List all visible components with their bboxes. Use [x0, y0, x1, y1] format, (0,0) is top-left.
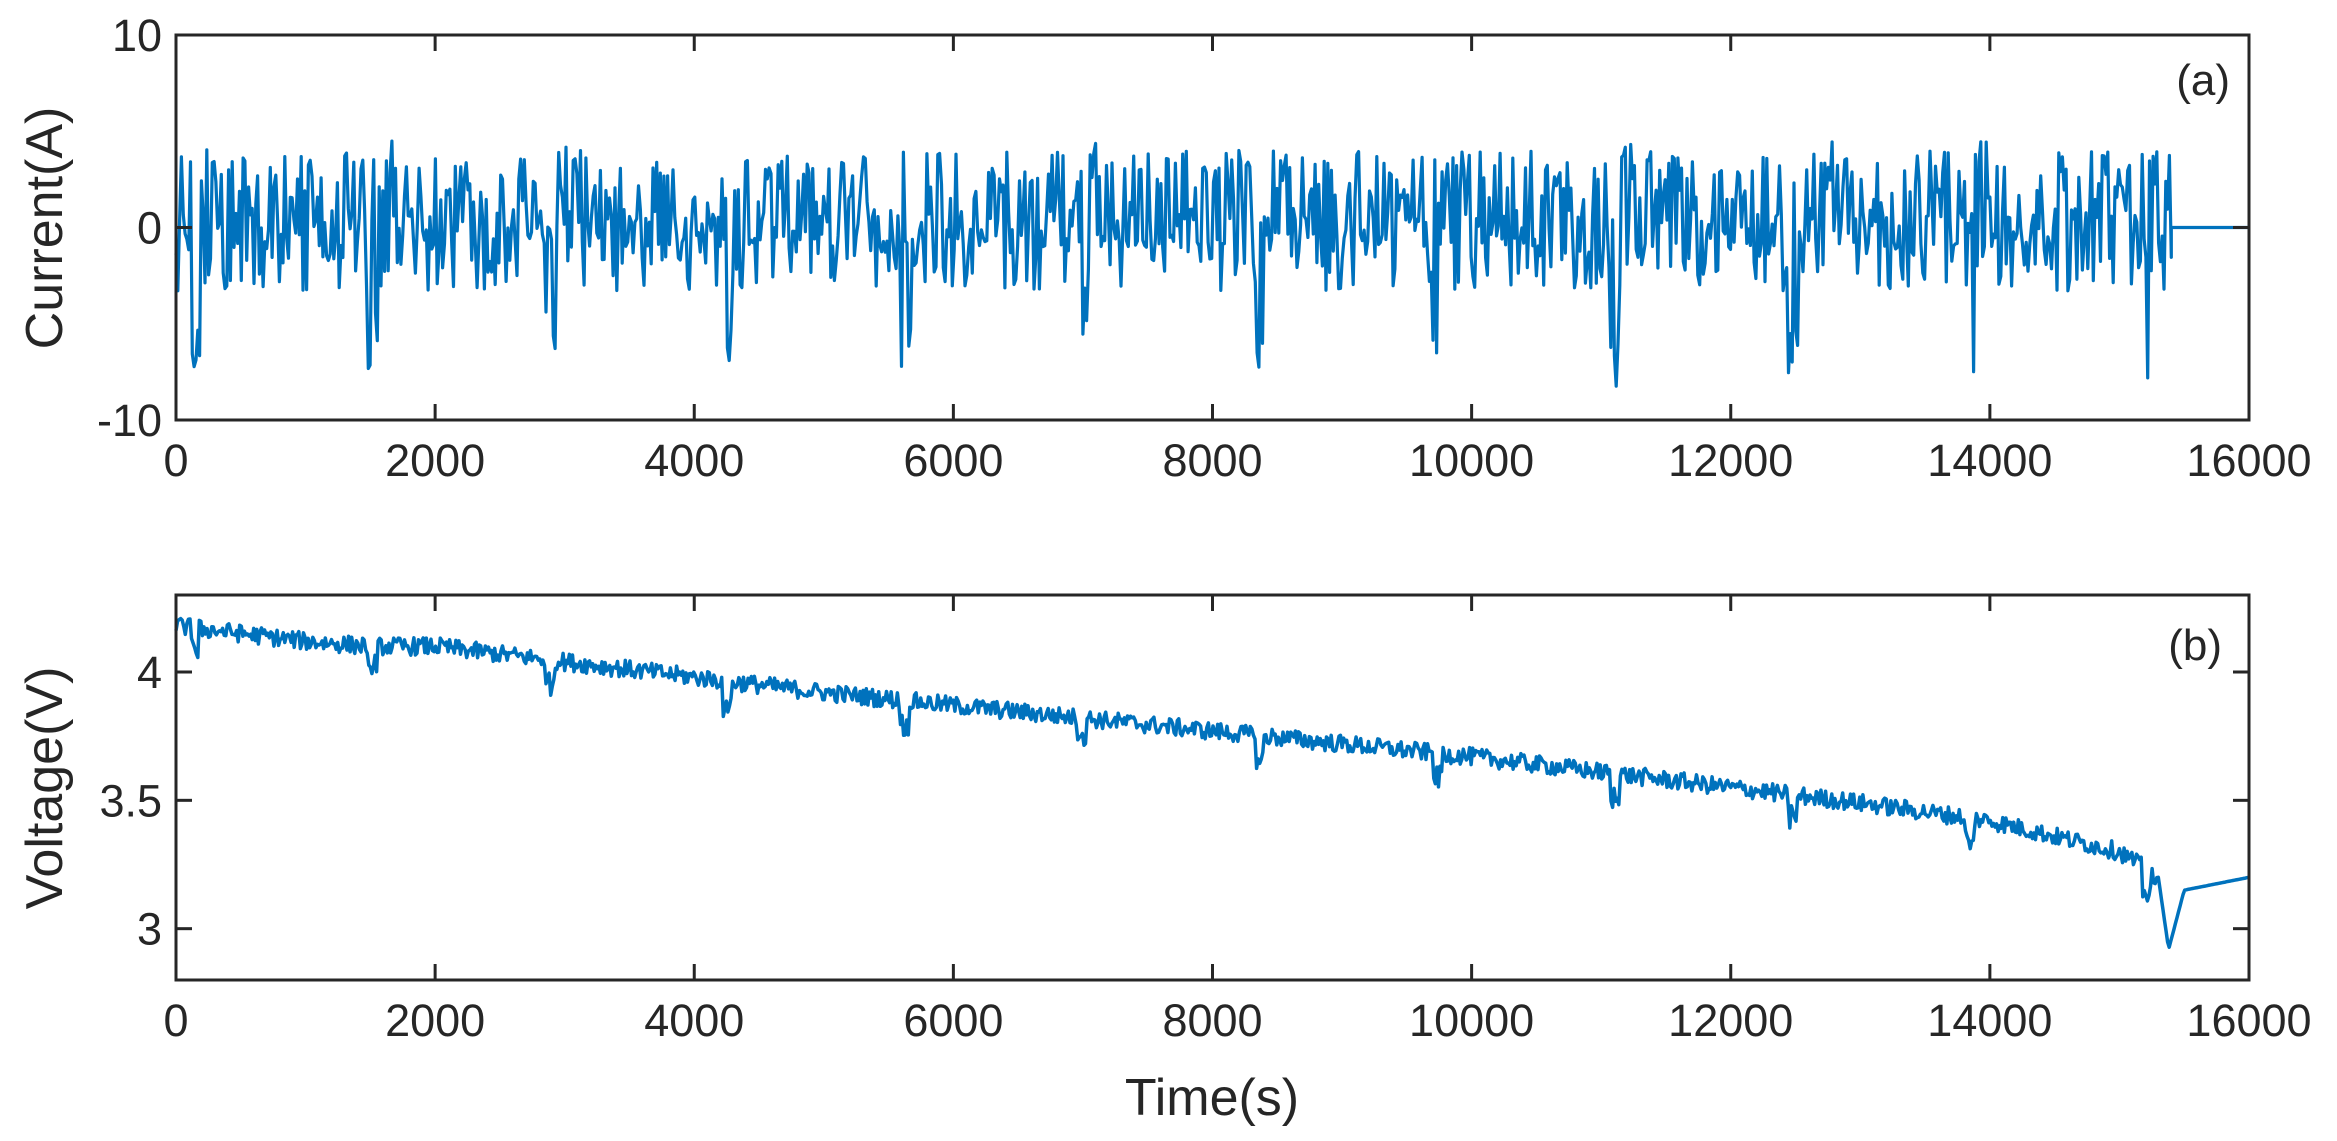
voltage-series-line	[174, 616, 2249, 949]
x-axis-label-time: Time(s)	[1125, 1069, 1299, 1127]
current-ticks: 0 2000 4000 6000 8000 10000 12000 14000 16000 -10…	[97, 10, 2312, 486]
x-tick-label: 14000	[1927, 995, 2052, 1046]
voltage-ticks: 0 2000 4000 6000 8000 10000 12000 14000 16000 3 3.…	[99, 595, 2312, 1046]
y-tick-label: 3.5	[99, 775, 162, 826]
x-tick-label: 0	[163, 995, 188, 1046]
y-tick-label: 3	[137, 904, 162, 955]
current-trace	[174, 139, 2249, 388]
voltage-trace	[174, 616, 2249, 949]
y-tick-label: 0	[137, 203, 162, 254]
x-tick-label: 14000	[1927, 435, 2052, 486]
x-tick-label: 4000	[644, 995, 744, 1046]
x-tick-label: 8000	[1162, 995, 1262, 1046]
x-tick-label: 6000	[903, 995, 1003, 1046]
x-tick-label: 2000	[385, 435, 485, 486]
voltage-panel: 0 2000 4000 6000 8000 10000 12000 14000 16000 3 3.…	[16, 593, 2312, 1127]
x-tick-label: 10000	[1409, 995, 1534, 1046]
current-panel: 0 2000 4000 6000 8000 10000 12000 14000 16000 -10…	[16, 10, 2312, 486]
panel-label-b: (b)	[2168, 621, 2222, 670]
panel-label-a: (a)	[2176, 56, 2230, 105]
x-tick-label: 10000	[1409, 435, 1534, 486]
x-tick-label: 0	[163, 435, 188, 486]
voltage-axes-box	[174, 593, 2251, 982]
x-tick-label: 16000	[2186, 995, 2311, 1046]
x-tick-label: 12000	[1668, 995, 1793, 1046]
x-tick-label: 6000	[903, 435, 1003, 486]
y-axis-label-voltage: Voltage(V)	[16, 667, 74, 910]
x-tick-label: 8000	[1162, 435, 1262, 486]
y-axis-label-current: Current(A)	[16, 107, 74, 350]
x-tick-label: 16000	[2186, 435, 2311, 486]
y-tick-label: -10	[97, 395, 162, 446]
x-tick-label: 2000	[385, 995, 485, 1046]
x-tick-label: 12000	[1668, 435, 1793, 486]
x-tick-label: 4000	[644, 435, 744, 486]
y-tick-label: 4	[137, 647, 162, 698]
y-tick-label: 10	[112, 10, 162, 61]
current-series-line	[174, 139, 2249, 388]
